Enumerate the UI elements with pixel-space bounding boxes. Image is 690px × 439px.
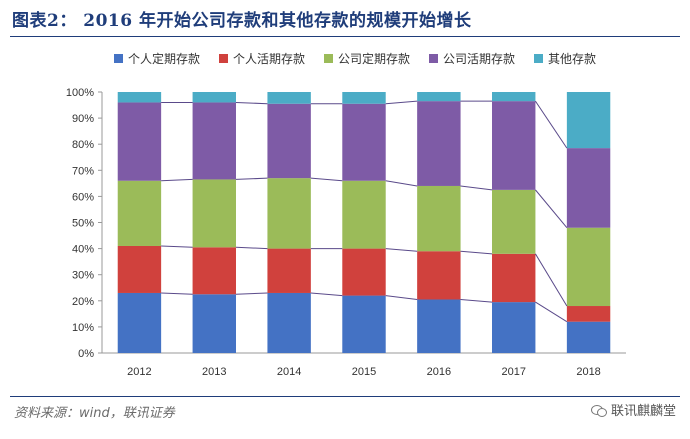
bar-2013-series-1	[192, 294, 236, 353]
bar-2017-series-5	[492, 92, 536, 102]
bar-2018-series-1	[566, 321, 611, 353]
bar-2018-series-2	[566, 306, 611, 322]
legend-swatch-1	[114, 54, 123, 63]
series-connector-line	[460, 298, 493, 303]
bar-2016-series-1	[417, 299, 461, 353]
series-connector-line	[385, 100, 418, 105]
bar-2018-series-4	[566, 148, 611, 228]
series-connector-line	[534, 253, 568, 307]
bar-2012-series-2	[117, 245, 162, 293]
series-connector-line	[460, 185, 493, 191]
x-tick-label-2014: 2014	[277, 366, 301, 378]
chart-title: 图表2： 2016 年开始公司存款和其他存款的规模开始增长	[12, 11, 472, 31]
series-connector-line	[535, 301, 568, 323]
legend-label-1: 个人定期存款	[128, 51, 200, 66]
y-tick-label: 60%	[72, 191, 94, 203]
bar-2013-series-4	[192, 102, 236, 180]
bar-2015-series-5	[342, 92, 386, 104]
source-divider	[10, 396, 680, 397]
y-tick-label: 40%	[72, 244, 94, 256]
bar-2014-series-4	[267, 103, 311, 179]
y-tick-label: 20%	[72, 296, 94, 308]
stacked-bar-chart: 个人定期存款 个人活期存款 公司定期存款 公司活期存款 其他存款 0% 10% 20% 30% 4…	[66, 51, 626, 378]
legend-swatch-5	[534, 54, 543, 63]
bar-2012-series-5	[117, 92, 162, 103]
bar-2018-series-5	[566, 92, 611, 149]
y-tick-label: 80%	[72, 139, 94, 151]
bar-2014-series-5	[267, 92, 311, 104]
legend-label-5: 其他存款	[548, 52, 596, 66]
series-connector-line	[460, 250, 493, 255]
series-connector-line	[235, 246, 268, 250]
bar-2016-series-4	[417, 101, 461, 186]
x-tick-label-2015: 2015	[352, 366, 376, 378]
x-tick-label-2016: 2016	[427, 366, 451, 378]
y-tick-label: 50%	[72, 218, 94, 230]
series-connector-line	[235, 292, 268, 295]
bar-2015-series-3	[342, 180, 386, 249]
series-connector-line	[161, 245, 193, 248]
bar-2012-series-1	[117, 292, 162, 353]
y-tick-label: 0%	[78, 348, 94, 360]
bar-2016-series-3	[417, 185, 461, 252]
bar-2012-series-3	[117, 180, 162, 246]
bar-2014-series-3	[267, 178, 311, 249]
legend-label-3: 公司定期存款	[338, 51, 410, 66]
bar-2013-series-3	[192, 179, 236, 248]
watermark: 联讯麒麟堂	[590, 400, 676, 419]
series-connector-line	[385, 248, 418, 252]
x-tick-label-2012: 2012	[127, 366, 151, 378]
source-note: 资料来源：wind，联讯证券	[14, 406, 175, 421]
bar-2016-series-2	[417, 251, 461, 300]
series-connector-line	[310, 292, 343, 297]
bar-2015-series-1	[342, 295, 386, 353]
series-connector-line	[385, 180, 418, 187]
bar-2014-series-1	[267, 292, 311, 353]
legend-label-4: 公司活期存款	[443, 52, 515, 66]
bar-2018-series-3	[566, 227, 611, 307]
series-connector-line	[235, 101, 268, 105]
x-tick-label-2017: 2017	[501, 366, 525, 378]
bar-2017-series-1	[492, 302, 536, 353]
bar-2017-series-3	[492, 189, 536, 254]
series-connector-line	[535, 100, 568, 149]
series-connector-line	[385, 295, 418, 300]
bar-2014-series-2	[267, 248, 311, 293]
series-connector-line	[310, 177, 343, 182]
series-connector-line	[535, 189, 568, 229]
bar-2015-series-2	[342, 248, 386, 296]
legend-label-2: 个人活期存款	[233, 52, 305, 66]
bar-2016-series-5	[417, 92, 461, 102]
x-tick-label-2013: 2013	[202, 366, 226, 378]
bar-2017-series-2	[492, 253, 536, 303]
y-tick-label: 70%	[72, 165, 94, 177]
bar-2013-series-2	[192, 247, 236, 295]
legend-swatch-2	[219, 54, 228, 63]
x-tick-label-2018: 2018	[576, 366, 600, 378]
bar-2012-series-4	[117, 102, 162, 181]
bar-2015-series-4	[342, 103, 386, 181]
legend-swatch-4	[429, 54, 438, 63]
wechat-icon	[590, 403, 607, 417]
series-connector-line	[161, 292, 193, 295]
y-tick-label: 90%	[72, 113, 94, 125]
watermark-text: 联讯麒麟堂	[610, 404, 676, 419]
y-tick-label: 100%	[66, 87, 94, 99]
bar-2017-series-4	[492, 101, 536, 190]
legend-swatch-3	[324, 54, 333, 63]
series-connector-line	[161, 178, 193, 182]
y-tick-label: 30%	[72, 270, 94, 282]
title-divider	[10, 36, 680, 37]
bar-2013-series-5	[192, 92, 236, 103]
y-tick-label: 10%	[72, 322, 94, 334]
series-connector-line	[235, 177, 268, 180]
